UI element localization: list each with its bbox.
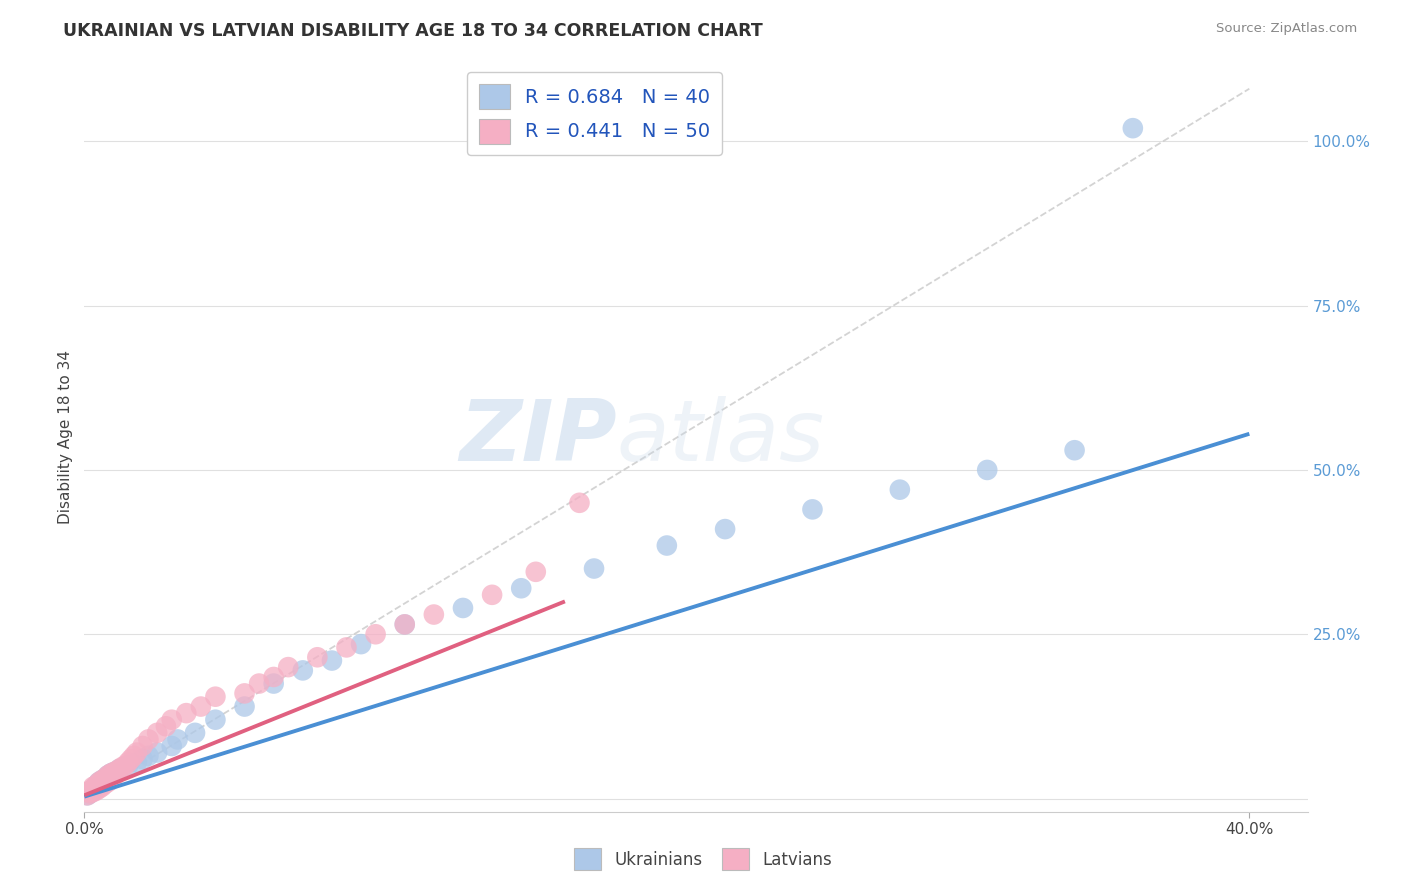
- Point: [350, 637, 373, 651]
- Point: [87, 781, 110, 796]
- Point: [87, 777, 110, 791]
- Point: [76, 789, 98, 803]
- Point: [82, 781, 104, 796]
- Point: [263, 676, 285, 690]
- Text: Source: ZipAtlas.com: Source: ZipAtlas.com: [1216, 22, 1357, 36]
- Point: [117, 756, 139, 770]
- Point: [122, 748, 145, 763]
- Point: [79, 786, 101, 800]
- Legend: Ukrainians, Latvians: Ukrainians, Latvians: [568, 842, 838, 877]
- Point: [889, 483, 911, 497]
- Point: [90, 773, 112, 788]
- Point: [131, 739, 153, 753]
- Point: [568, 496, 591, 510]
- Point: [111, 760, 134, 774]
- Point: [160, 713, 183, 727]
- Point: [233, 686, 256, 700]
- Point: [84, 783, 107, 797]
- Point: [233, 699, 256, 714]
- Point: [125, 746, 148, 760]
- Point: [247, 676, 270, 690]
- Point: [451, 601, 474, 615]
- Point: [90, 773, 112, 788]
- Point: [160, 739, 183, 753]
- Point: [79, 786, 101, 800]
- Point: [291, 664, 314, 678]
- Point: [166, 732, 188, 747]
- Point: [97, 768, 120, 782]
- Point: [87, 775, 110, 789]
- Point: [174, 706, 197, 720]
- Point: [100, 766, 122, 780]
- Point: [155, 719, 177, 733]
- Point: [976, 463, 998, 477]
- Point: [79, 783, 101, 797]
- Point: [583, 561, 606, 575]
- Point: [184, 726, 207, 740]
- Point: [87, 775, 110, 789]
- Point: [321, 654, 343, 668]
- Text: ZIP: ZIP: [458, 395, 616, 479]
- Point: [131, 752, 153, 766]
- Point: [801, 502, 824, 516]
- Point: [335, 640, 357, 655]
- Point: [114, 758, 136, 772]
- Point: [138, 748, 160, 763]
- Point: [714, 522, 737, 536]
- Point: [82, 781, 104, 796]
- Point: [93, 772, 115, 786]
- Point: [481, 588, 503, 602]
- Point: [277, 660, 299, 674]
- Point: [84, 779, 107, 793]
- Point: [93, 772, 115, 786]
- Point: [103, 765, 125, 780]
- Point: [423, 607, 446, 622]
- Point: [510, 581, 533, 595]
- Point: [204, 690, 226, 704]
- Point: [82, 783, 104, 797]
- Point: [82, 785, 104, 799]
- Legend: R = 0.684   N = 40, R = 0.441   N = 50: R = 0.684 N = 40, R = 0.441 N = 50: [467, 72, 723, 155]
- Point: [97, 775, 120, 789]
- Point: [120, 752, 142, 766]
- Point: [364, 627, 387, 641]
- Point: [394, 617, 416, 632]
- Point: [90, 780, 112, 794]
- Point: [146, 746, 169, 760]
- Point: [138, 732, 160, 747]
- Point: [97, 768, 120, 782]
- Point: [87, 777, 110, 791]
- Point: [204, 713, 226, 727]
- Text: UKRAINIAN VS LATVIAN DISABILITY AGE 18 TO 34 CORRELATION CHART: UKRAINIAN VS LATVIAN DISABILITY AGE 18 T…: [63, 22, 763, 40]
- Point: [307, 650, 329, 665]
- Point: [655, 539, 678, 553]
- Point: [105, 764, 128, 778]
- Point: [84, 779, 107, 793]
- Point: [108, 762, 131, 776]
- Point: [263, 670, 285, 684]
- Point: [103, 771, 125, 785]
- Point: [103, 765, 125, 780]
- Point: [190, 699, 212, 714]
- Y-axis label: Disability Age 18 to 34: Disability Age 18 to 34: [58, 350, 73, 524]
- Point: [125, 756, 148, 770]
- Point: [1122, 121, 1144, 136]
- Point: [117, 758, 139, 772]
- Point: [394, 617, 416, 632]
- Point: [79, 785, 101, 799]
- Point: [93, 777, 115, 791]
- Point: [100, 773, 122, 788]
- Text: atlas: atlas: [616, 395, 824, 479]
- Point: [1063, 443, 1085, 458]
- Point: [76, 785, 98, 799]
- Point: [108, 762, 131, 776]
- Point: [100, 766, 122, 780]
- Point: [76, 789, 98, 803]
- Point: [82, 780, 104, 794]
- Point: [84, 780, 107, 794]
- Point: [146, 726, 169, 740]
- Point: [524, 565, 547, 579]
